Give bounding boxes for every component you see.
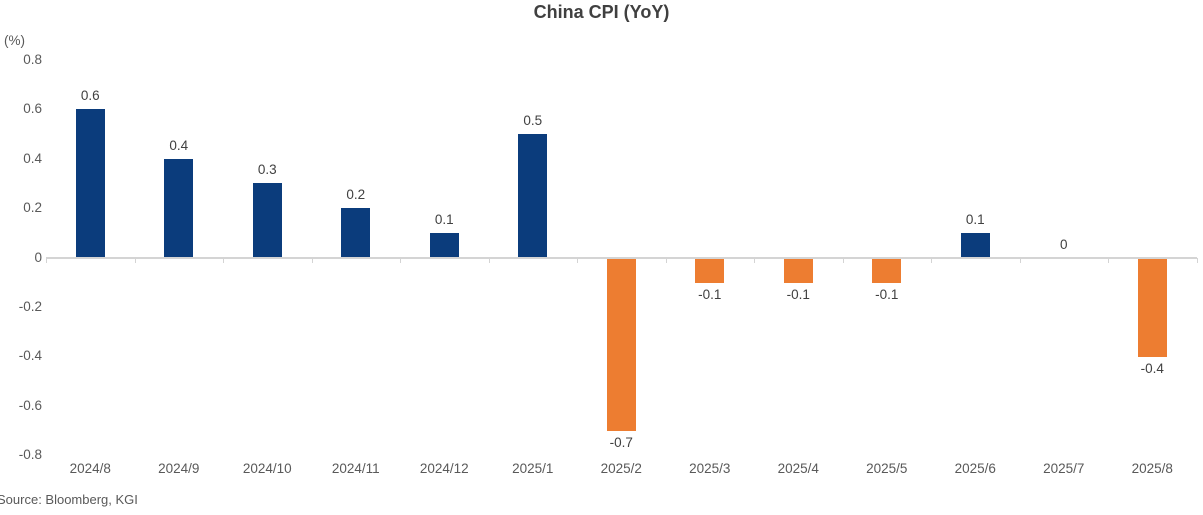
y-tick-label: -0.8 — [18, 447, 42, 463]
bar — [518, 134, 548, 258]
y-tick-label: 0.4 — [23, 150, 42, 166]
x-axis-tick-mark — [1108, 257, 1109, 263]
x-tick-label: 2025/3 — [689, 461, 731, 476]
x-axis-tick-mark — [1019, 257, 1021, 263]
x-tick-label: 2025/6 — [954, 461, 996, 476]
bar-value-label: 0.1 — [965, 211, 985, 227]
bar-value-label: -0.1 — [786, 287, 810, 303]
x-axis-tick-mark — [931, 257, 932, 263]
bar — [429, 232, 459, 258]
x-axis-tick-mark — [134, 257, 136, 263]
x-tick-label: 2024/11 — [331, 461, 380, 476]
x-axis-tick-mark — [665, 257, 667, 263]
bar — [783, 258, 813, 284]
bar-value-label: 0.5 — [523, 113, 543, 129]
y-tick-label: 0.6 — [23, 101, 42, 117]
bar-value-label: 0.4 — [169, 137, 189, 153]
y-tick-label: 0.8 — [23, 51, 42, 67]
y-tick-label: -0.6 — [18, 397, 42, 413]
bar — [1137, 258, 1167, 358]
x-tick-label: 2025/7 — [1043, 461, 1085, 476]
x-axis-tick-mark — [400, 257, 401, 263]
x-axis-tick-mark — [488, 257, 490, 263]
bar — [252, 183, 282, 258]
bar-value-label: 0.6 — [80, 88, 100, 104]
y-tick-label: -0.2 — [18, 298, 42, 314]
y-axis-unit-label: (%) — [4, 33, 25, 48]
x-axis-line — [46, 257, 1197, 259]
x-axis-tick-mark — [46, 257, 47, 263]
x-tick-label: 2024/10 — [242, 461, 292, 476]
x-tick-label: 2025/2 — [600, 461, 642, 476]
bar — [341, 208, 371, 258]
bar — [960, 232, 990, 258]
y-tick-label: -0.4 — [18, 348, 42, 364]
y-tick-label: 0 — [34, 249, 42, 265]
x-tick-label: 2024/8 — [69, 461, 111, 476]
x-tick-label: 2024/12 — [419, 461, 469, 476]
x-tick-label: 2024/9 — [158, 461, 200, 476]
x-tick-label: 2025/1 — [512, 461, 554, 476]
x-tick-label: 2025/8 — [1131, 461, 1173, 476]
bar-value-label: 0 — [1059, 236, 1068, 252]
bar — [872, 258, 902, 284]
bar — [606, 258, 636, 432]
x-tick-label: 2025/4 — [777, 461, 819, 476]
source-note: Source: Bloomberg, KGI — [0, 492, 138, 507]
bar — [75, 109, 105, 258]
bar-value-label: 0.2 — [346, 187, 366, 203]
x-axis-tick-mark — [842, 257, 844, 263]
bar-value-label: 0.1 — [434, 211, 454, 227]
bar-value-label: -0.1 — [875, 287, 899, 303]
bar-value-label: -0.4 — [1140, 361, 1164, 377]
x-axis-tick-mark — [311, 257, 313, 263]
chart-title: China CPI (YoY) — [533, 2, 670, 22]
bar — [164, 158, 194, 258]
x-axis-tick-mark — [577, 257, 578, 263]
x-axis-tick-mark — [754, 257, 755, 263]
x-axis-tick-mark — [1196, 257, 1198, 263]
bar-value-label: -0.1 — [698, 287, 722, 303]
bar — [695, 258, 725, 284]
y-tick-label: 0.2 — [23, 200, 42, 216]
x-axis-tick-mark — [223, 257, 224, 263]
x-tick-label: 2025/5 — [866, 461, 908, 476]
bar-value-label: -0.7 — [609, 435, 633, 451]
bar-value-label: 0.3 — [257, 162, 277, 178]
